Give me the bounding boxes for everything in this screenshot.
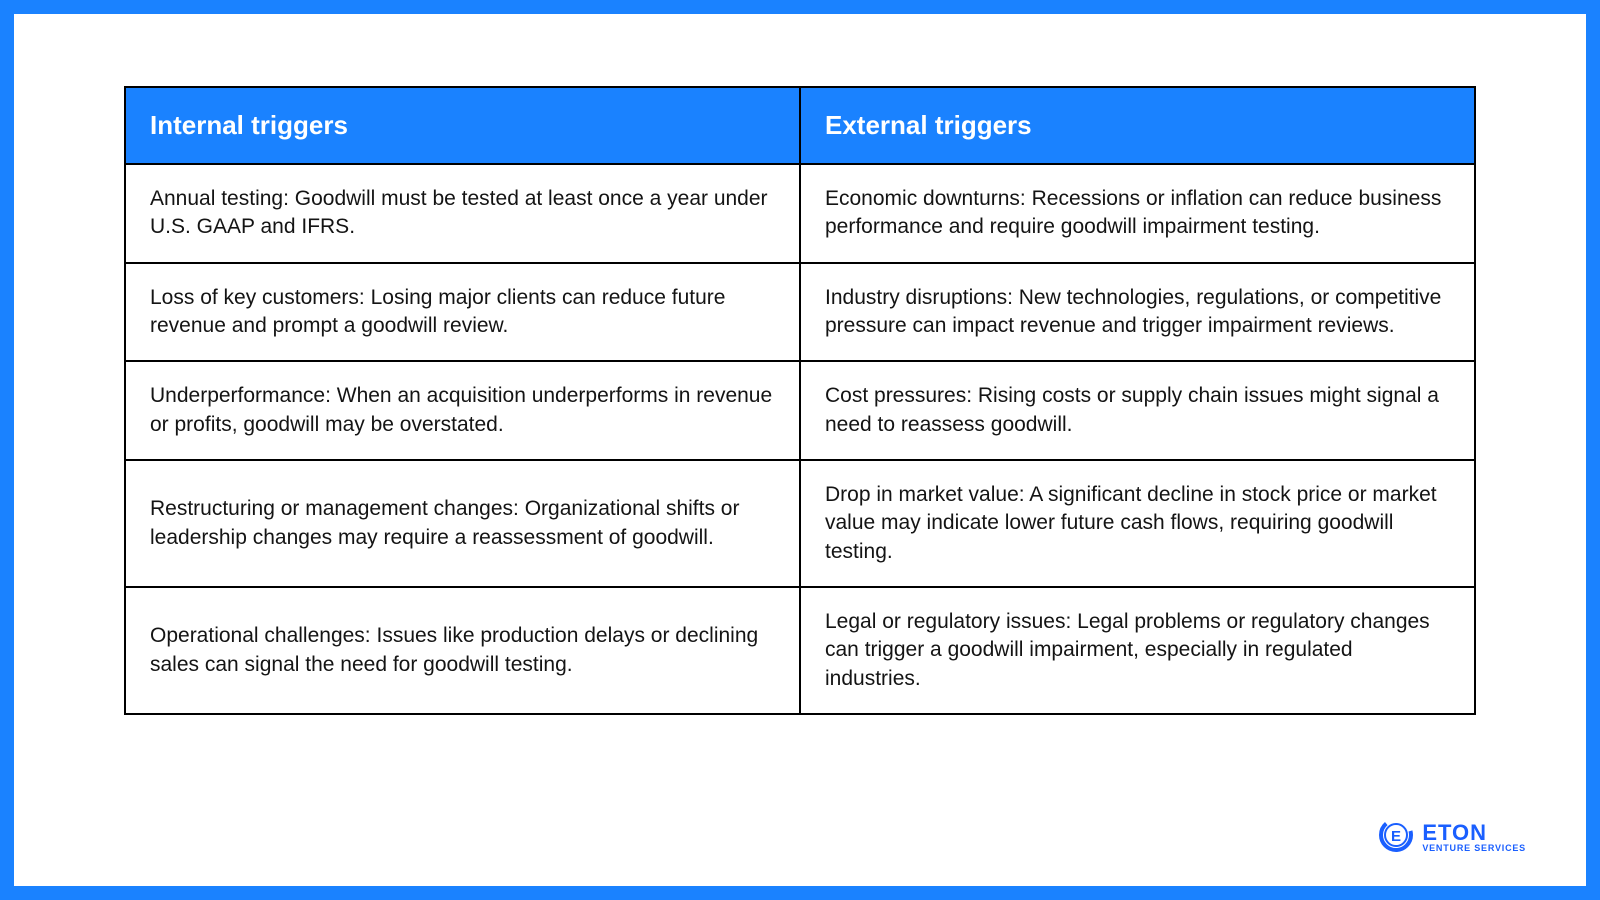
triggers-table: Internal triggers External triggers Annu… [124, 86, 1476, 715]
cell-internal: Underperformance: When an acquisition un… [125, 361, 800, 460]
cell-external: Legal or regulatory issues: Legal proble… [800, 587, 1475, 714]
cell-external: Drop in market value: A significant decl… [800, 460, 1475, 587]
col-header-internal: Internal triggers [125, 87, 800, 164]
logo-text: ETON VENTURE SERVICES [1422, 822, 1526, 853]
cell-internal: Annual testing: Goodwill must be tested … [125, 164, 800, 263]
logo-letter: E [1391, 828, 1401, 845]
logo-subtitle: VENTURE SERVICES [1422, 844, 1526, 853]
logo-title: ETON [1422, 822, 1526, 844]
cell-external: Cost pressures: Rising costs or supply c… [800, 361, 1475, 460]
table-row: Annual testing: Goodwill must be tested … [125, 164, 1475, 263]
table-row: Underperformance: When an acquisition un… [125, 361, 1475, 460]
cell-external: Economic downturns: Recessions or inflat… [800, 164, 1475, 263]
col-header-external: External triggers [800, 87, 1475, 164]
cell-internal: Loss of key customers: Losing major clie… [125, 263, 800, 362]
cell-internal: Restructuring or management changes: Org… [125, 460, 800, 587]
table-row: Restructuring or management changes: Org… [125, 460, 1475, 587]
table-row: Operational challenges: Issues like prod… [125, 587, 1475, 714]
logo-mark-icon: E [1378, 817, 1414, 858]
page-frame: Internal triggers External triggers Annu… [0, 0, 1600, 900]
table-header-row: Internal triggers External triggers [125, 87, 1475, 164]
cell-internal: Operational challenges: Issues like prod… [125, 587, 800, 714]
cell-external: Industry disruptions: New technologies, … [800, 263, 1475, 362]
brand-logo: E ETON VENTURE SERVICES [1378, 817, 1526, 858]
table-row: Loss of key customers: Losing major clie… [125, 263, 1475, 362]
